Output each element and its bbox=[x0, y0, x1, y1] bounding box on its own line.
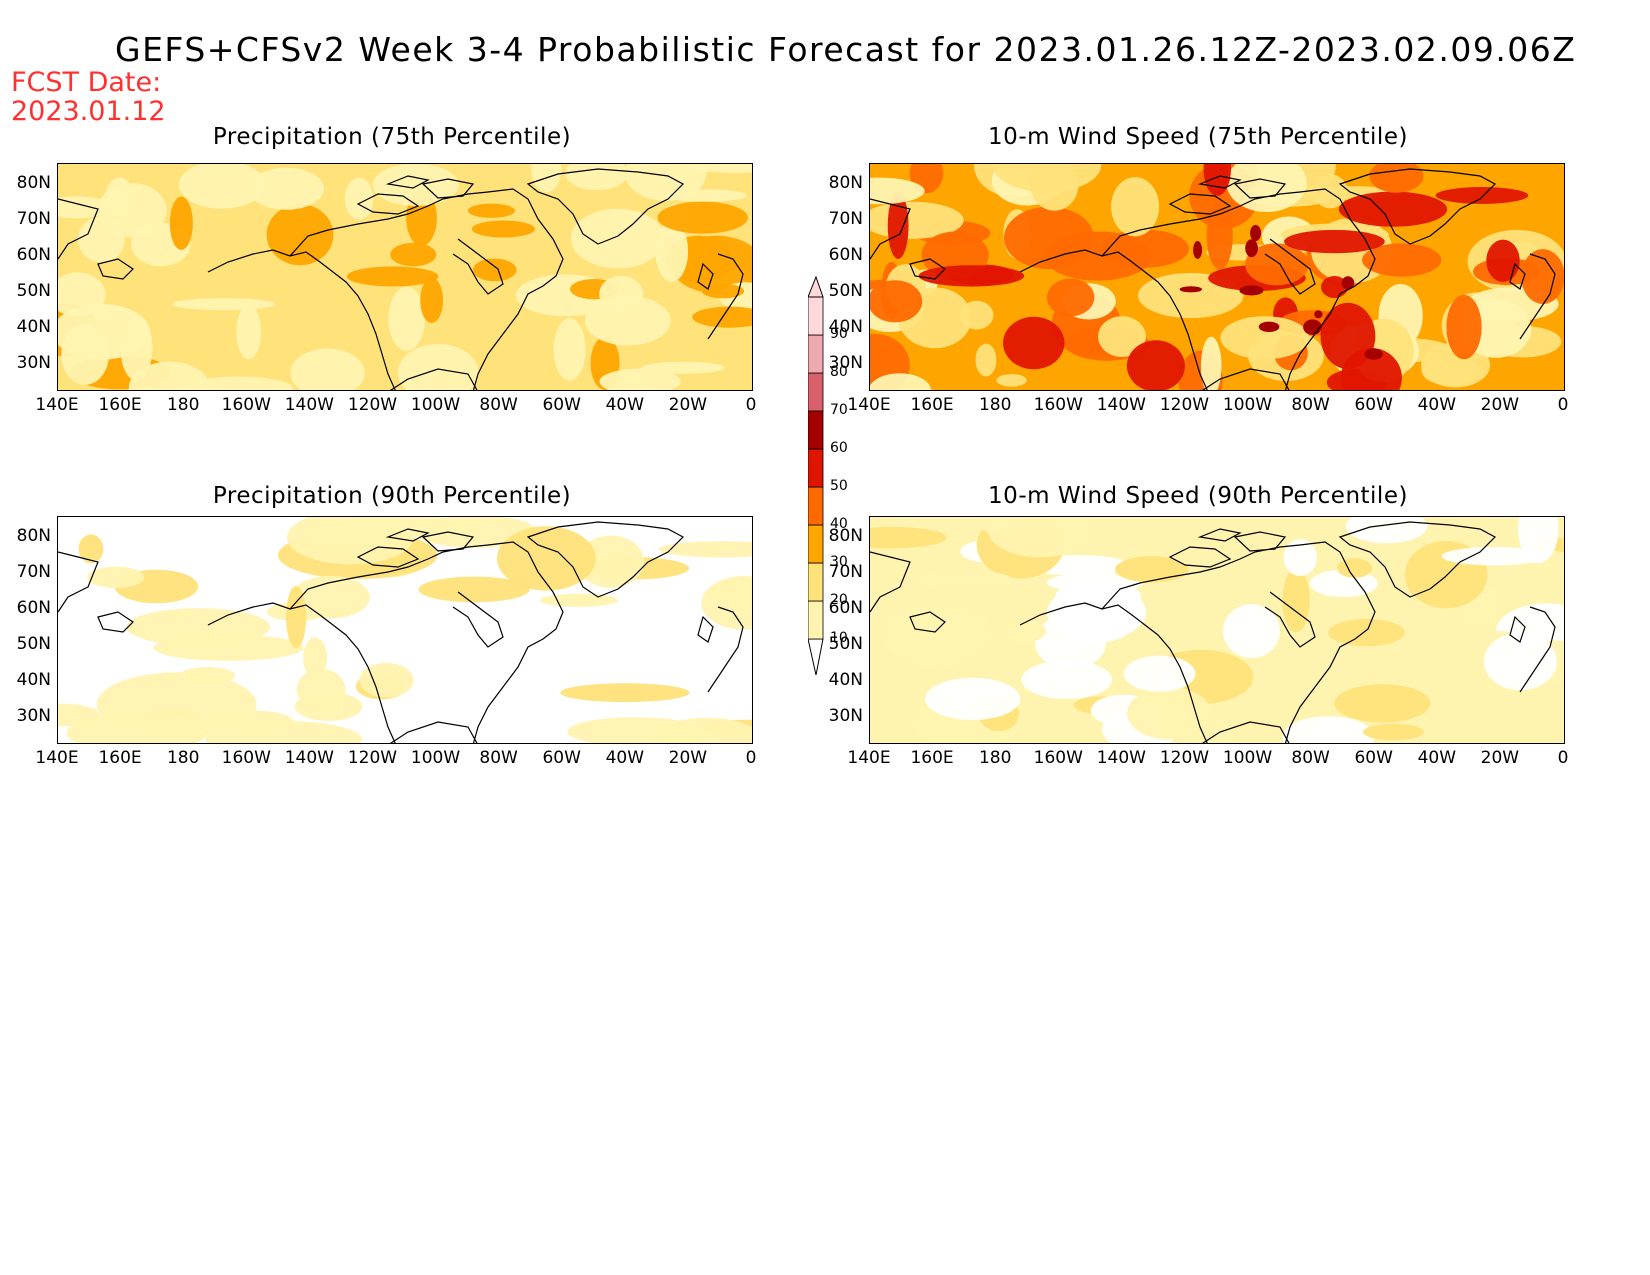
lon-label: 80W bbox=[479, 395, 518, 415]
lon-label: 160E bbox=[98, 395, 142, 415]
colorbar-label: 70 bbox=[830, 402, 848, 418]
lon-label: 20W bbox=[668, 748, 708, 768]
lon-label: 140W bbox=[284, 748, 334, 768]
lat-label: 70N bbox=[828, 562, 863, 582]
lon-label: 140E bbox=[847, 395, 891, 415]
lon-label: 60W bbox=[1354, 748, 1393, 768]
lon-label: 140W bbox=[1096, 395, 1146, 415]
lat-label: 40N bbox=[16, 670, 51, 690]
lon-label: 80W bbox=[479, 748, 518, 768]
colorbar-label: 20 bbox=[830, 592, 848, 608]
lon-label: 100W bbox=[1222, 748, 1273, 768]
lat-label: 30N bbox=[16, 353, 51, 373]
lon-label: 40W bbox=[1417, 748, 1457, 768]
lon-label: 80W bbox=[1291, 395, 1330, 415]
lon-label: 160E bbox=[910, 395, 954, 415]
forecast-date: FCST Date: 2023.01.12 bbox=[11, 67, 166, 127]
lat-label: 50N bbox=[16, 281, 51, 301]
map-wind75 bbox=[869, 163, 1565, 391]
lon-label: 180 bbox=[166, 395, 200, 415]
lat-label: 50N bbox=[16, 634, 51, 654]
lon-label: 60W bbox=[542, 395, 581, 415]
lat-label: 80N bbox=[828, 526, 863, 546]
map-wind90 bbox=[869, 516, 1565, 744]
lat-label: 70N bbox=[16, 209, 51, 229]
lon-label: 40W bbox=[605, 748, 645, 768]
lon-label: 100W bbox=[410, 395, 461, 415]
lon-label: 100W bbox=[410, 748, 461, 768]
colorbar-label: 50 bbox=[830, 478, 848, 494]
lat-label: 50N bbox=[828, 281, 863, 301]
lat-label: 80N bbox=[16, 526, 51, 546]
lon-label: 60W bbox=[542, 748, 581, 768]
lon-label: 140W bbox=[284, 395, 334, 415]
lon-label: 0 bbox=[745, 395, 757, 415]
lon-label: 180 bbox=[978, 395, 1012, 415]
lon-label: 160W bbox=[221, 395, 271, 415]
colorbar-label: 60 bbox=[830, 440, 848, 456]
lon-label: 120W bbox=[1159, 748, 1210, 768]
lon-label: 40W bbox=[605, 395, 645, 415]
lon-label: 40W bbox=[1417, 395, 1457, 415]
colorbar-label: 80 bbox=[830, 364, 848, 380]
lon-label: 100W bbox=[1222, 395, 1273, 415]
lon-label: 20W bbox=[1480, 748, 1520, 768]
lon-label: 180 bbox=[166, 748, 200, 768]
lon-label: 140E bbox=[35, 395, 79, 415]
lon-label: 160W bbox=[1033, 395, 1083, 415]
panel-title-precip90: Precipitation (90th Percentile) bbox=[212, 483, 572, 509]
colorbar-label: 10 bbox=[830, 630, 848, 646]
lat-label: 60N bbox=[828, 245, 863, 265]
colorbar-label: 40 bbox=[830, 516, 848, 532]
lon-label: 160W bbox=[221, 748, 271, 768]
lat-label: 60N bbox=[16, 245, 51, 265]
lon-label: 140E bbox=[35, 748, 79, 768]
lon-label: 120W bbox=[1159, 395, 1210, 415]
lon-label: 140W bbox=[1096, 748, 1146, 768]
lon-label: 60W bbox=[1354, 395, 1393, 415]
panel-title-wind90: 10-m Wind Speed (90th Percentile) bbox=[988, 483, 1408, 509]
lat-label: 40N bbox=[828, 670, 863, 690]
lat-label: 30N bbox=[828, 706, 863, 726]
panel-title-precip75: Precipitation (75th Percentile) bbox=[212, 124, 572, 150]
main-title: GEFS+CFSv2 Week 3-4 Probabilistic Foreca… bbox=[115, 30, 1577, 69]
lon-label: 180 bbox=[978, 748, 1012, 768]
lon-label: 140E bbox=[847, 748, 891, 768]
map-precip75 bbox=[57, 163, 753, 391]
colorbar-label: 90 bbox=[830, 326, 848, 342]
lon-label: 160E bbox=[910, 748, 954, 768]
lat-label: 80N bbox=[828, 173, 863, 193]
lat-label: 30N bbox=[828, 353, 863, 373]
lat-label: 40N bbox=[828, 317, 863, 337]
lon-label: 120W bbox=[347, 395, 398, 415]
lat-label: 50N bbox=[828, 634, 863, 654]
lon-label: 160W bbox=[1033, 748, 1083, 768]
lat-label: 40N bbox=[16, 317, 51, 337]
lat-label: 70N bbox=[828, 209, 863, 229]
lon-label: 0 bbox=[745, 748, 757, 768]
lon-label: 20W bbox=[1480, 395, 1520, 415]
lat-label: 30N bbox=[16, 706, 51, 726]
lon-label: 0 bbox=[1557, 395, 1569, 415]
lon-label: 120W bbox=[347, 748, 398, 768]
map-precip90 bbox=[57, 516, 753, 744]
lat-label: 80N bbox=[16, 173, 51, 193]
colorbar bbox=[807, 275, 868, 676]
lon-label: 20W bbox=[668, 395, 708, 415]
lon-label: 160E bbox=[98, 748, 142, 768]
lat-label: 60N bbox=[16, 598, 51, 618]
lat-label: 60N bbox=[828, 598, 863, 618]
lon-label: 80W bbox=[1291, 748, 1330, 768]
colorbar-label: 30 bbox=[830, 554, 848, 570]
panel-title-wind75: 10-m Wind Speed (75th Percentile) bbox=[988, 124, 1408, 150]
lat-label: 70N bbox=[16, 562, 51, 582]
lon-label: 0 bbox=[1557, 748, 1569, 768]
